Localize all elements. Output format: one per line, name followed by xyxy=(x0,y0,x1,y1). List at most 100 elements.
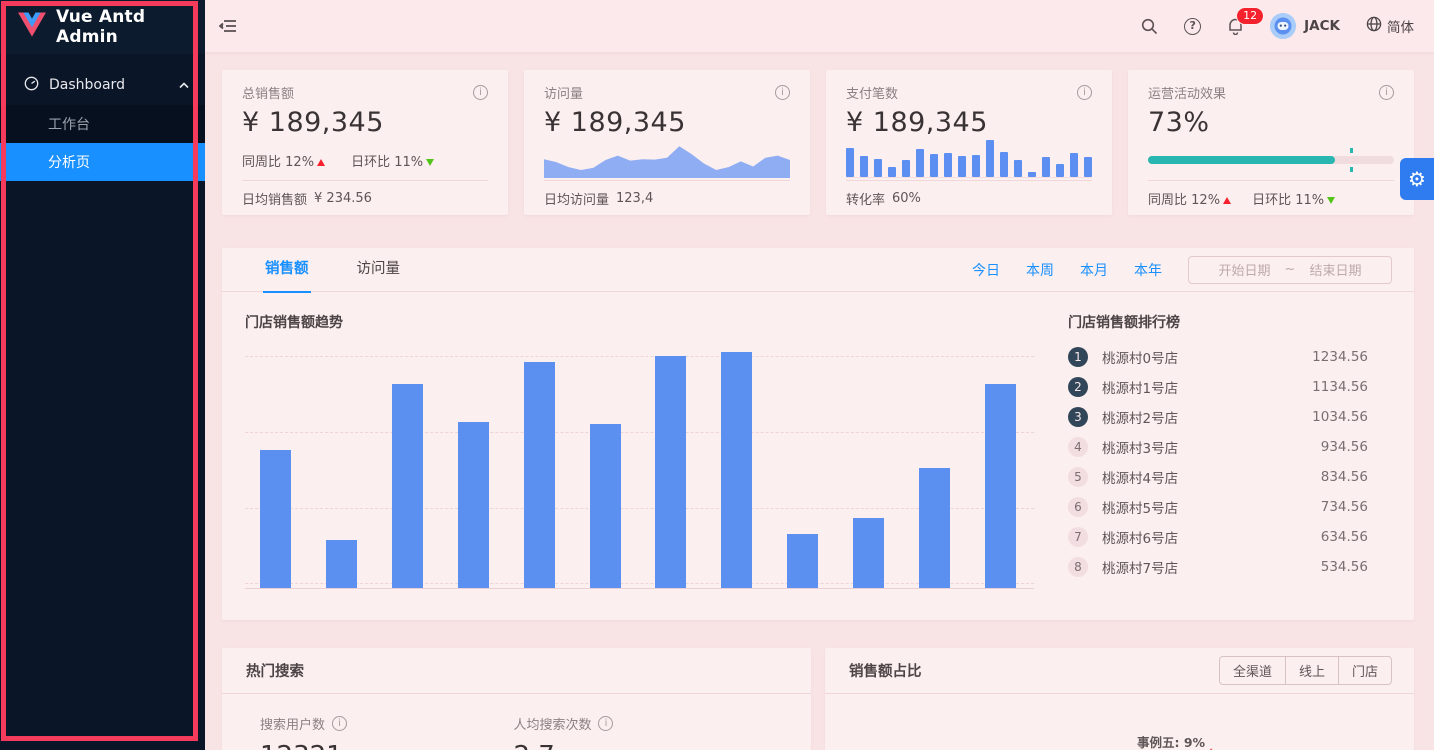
language-switcher[interactable]: 简体 xyxy=(1366,16,1414,36)
notification-bell-icon[interactable]: 12 xyxy=(1227,7,1265,35)
main-area: ? 12 JACK xyxy=(205,0,1434,750)
store-value: 1134.56 xyxy=(1312,379,1368,395)
metric-value: 12321 xyxy=(260,741,343,750)
quick-link-3[interactable]: 本年 xyxy=(1134,262,1162,279)
store-name: 桃源村1号店 xyxy=(1102,381,1179,397)
info-icon[interactable]: i xyxy=(1379,85,1394,100)
bar xyxy=(457,422,489,588)
sales-share-card: 销售额占比 全渠道 线上 门店 事例五: 9% xyxy=(825,648,1414,750)
app-title: Vue Antd Admin xyxy=(56,7,146,47)
date-start-placeholder[interactable]: 开始日期 xyxy=(1218,264,1271,279)
gear-icon: ⚙ xyxy=(1408,167,1426,191)
info-icon[interactable]: i xyxy=(473,85,488,100)
rank-badge: 5 xyxy=(1068,467,1088,487)
trend-up-icon xyxy=(1223,196,1232,204)
hot-search-title: 热门搜索 xyxy=(246,664,304,680)
metric-search-users: 搜索用户数 i 12321 71.2 xyxy=(260,714,513,750)
stat-footer: 日均销售额 ¥ 234.56 xyxy=(242,180,488,215)
date-end-placeholder[interactable]: 结束日期 xyxy=(1309,264,1362,279)
page-content: 总销售额 i ¥ 189,345 同周比 12% 日环比 11% 日均销售额 ¥ … xyxy=(205,52,1434,750)
payments-bar-chart xyxy=(846,140,1092,178)
rank-row: 4 桃源村3号店 934.56 xyxy=(1068,437,1390,457)
rank-badge: 2 xyxy=(1068,377,1088,397)
bar xyxy=(1056,163,1064,177)
bar xyxy=(916,149,924,177)
stat-title: 访问量 xyxy=(544,87,584,102)
visits-area-chart xyxy=(544,140,790,178)
menu-fold-icon[interactable] xyxy=(219,18,237,34)
sidebar-item-analysis[interactable]: 分析页 xyxy=(0,143,205,181)
bar xyxy=(260,450,291,588)
rank-badge: 4 xyxy=(1068,437,1088,457)
pie-slice-label: 事例五: 9% xyxy=(1137,735,1206,750)
bar xyxy=(984,383,1016,588)
store-sales-trend-section: 门店销售额趋势 xyxy=(245,304,1068,589)
search-icon[interactable] xyxy=(1141,18,1158,35)
top-header: ? 12 JACK xyxy=(205,0,1434,52)
store-name: 桃源村5号店 xyxy=(1102,501,1179,517)
store-value: 734.56 xyxy=(1320,499,1368,515)
rank-badge: 8 xyxy=(1068,557,1088,577)
bar xyxy=(1000,151,1008,177)
info-icon[interactable]: i xyxy=(332,716,348,731)
bar xyxy=(391,383,423,588)
channel-button-1[interactable]: 线上 xyxy=(1284,657,1338,684)
bar xyxy=(902,160,910,177)
stats-row: 总销售额 i ¥ 189,345 同周比 12% 日环比 11% 日均销售额 ¥ … xyxy=(222,70,1414,215)
logo[interactable]: Vue Antd Admin xyxy=(0,0,205,54)
store-name: 桃源村3号店 xyxy=(1102,441,1179,457)
bar xyxy=(787,533,819,588)
bar xyxy=(1014,160,1022,177)
bar xyxy=(944,152,952,177)
date-range-picker[interactable]: 开始日期 ~ 结束日期 xyxy=(1188,255,1392,284)
tab-sales[interactable]: 销售额 xyxy=(263,248,310,293)
sales-share-title: 销售额占比 xyxy=(849,664,922,680)
store-value: 934.56 xyxy=(1320,439,1368,455)
quick-link-1[interactable]: 本周 xyxy=(1026,262,1054,279)
sidebar-menu: Dashboard 工作台 分析页 xyxy=(0,54,205,181)
chevron-up-icon xyxy=(179,77,189,93)
rank-row: 2 桃源村1号店 1134.56 xyxy=(1068,377,1390,397)
stat-value: 73% xyxy=(1148,107,1210,138)
rank-badge: 1 xyxy=(1068,347,1088,367)
rank-badge: 6 xyxy=(1068,497,1088,517)
user-menu[interactable]: JACK xyxy=(1270,13,1340,39)
store-name: 桃源村7号店 xyxy=(1102,561,1179,577)
store-value: 534.56 xyxy=(1320,559,1368,575)
channel-button-0[interactable]: 全渠道 xyxy=(1232,665,1272,680)
bar xyxy=(1042,156,1050,177)
help-icon[interactable]: ? xyxy=(1184,17,1202,35)
metric-value: 2.7 xyxy=(513,741,554,750)
store-name: 桃源村4号店 xyxy=(1102,471,1179,487)
settings-drawer-handle[interactable]: ⚙ xyxy=(1400,158,1434,200)
activity-progress-bar xyxy=(1148,148,1394,172)
sidebar-item-workbench[interactable]: 工作台 xyxy=(48,117,90,133)
trend-up-icon xyxy=(317,159,326,166)
bar xyxy=(1070,152,1078,177)
quick-link-2[interactable]: 本月 xyxy=(1080,262,1108,279)
bar xyxy=(1084,156,1092,177)
info-icon[interactable]: i xyxy=(598,716,614,731)
stat-card-payments: 支付笔数 i ¥ 189,345 转化率 60% xyxy=(826,70,1112,215)
sales-panel: 销售额 访问量 今日 本周 本月 本年 开始日期 ~ 结束日期 门店销售额趋势 xyxy=(222,248,1414,620)
rank-row: 5 桃源村4号店 834.56 xyxy=(1068,467,1390,487)
avatar xyxy=(1270,13,1297,39)
tab-visits[interactable]: 访问量 xyxy=(356,260,401,277)
info-icon[interactable]: i xyxy=(775,85,790,100)
channel-button-2[interactable]: 门店 xyxy=(1337,657,1391,684)
info-icon[interactable]: i xyxy=(1077,85,1092,100)
sidebar-item-dashboard[interactable]: Dashboard xyxy=(0,65,205,105)
sales-tabbar: 销售额 访问量 今日 本周 本月 本年 开始日期 ~ 结束日期 xyxy=(222,248,1414,293)
rank-list: 1 桃源村0号店 1234.56 2 桃源村1号店 1134.56 3 桃源村2号店 1034.… xyxy=(1068,347,1390,577)
bar xyxy=(523,362,555,588)
stat-footer: 转化率 60% xyxy=(846,180,1092,215)
channel-button-group: 全渠道 线上 门店 xyxy=(1218,656,1392,685)
stat-card-total-sales: 总销售额 i ¥ 189,345 同周比 12% 日环比 11% 日均销售额 ¥ … xyxy=(222,70,508,215)
quick-link-0[interactable]: 今日 xyxy=(972,262,1000,279)
rank-row: 6 桃源村5号店 734.56 xyxy=(1068,497,1390,517)
sidebar: Vue Antd Admin Dashboard 工作台 分析页 xyxy=(0,0,205,750)
date-separator: ~ xyxy=(1284,262,1296,277)
stat-value: ¥ 189,345 xyxy=(846,107,988,138)
trend-down-icon xyxy=(1327,196,1336,204)
sidebar-item-label: Dashboard xyxy=(49,77,125,93)
